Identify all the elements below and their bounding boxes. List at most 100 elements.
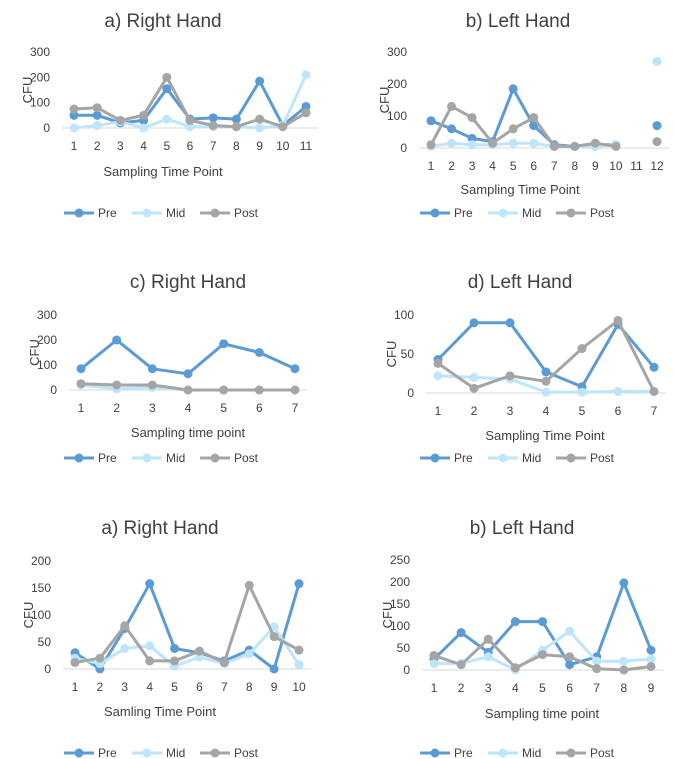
- data-point-mid: [139, 123, 149, 133]
- x-tick-label: 10: [609, 159, 623, 173]
- legend-marker-post: [566, 453, 576, 463]
- x-tick-label: 2: [471, 404, 478, 418]
- series-line-post: [74, 583, 300, 664]
- data-point-post: [570, 141, 580, 151]
- data-point-post: [294, 645, 304, 655]
- data-point-mid: [592, 656, 602, 666]
- data-point-post: [467, 113, 477, 123]
- y-tick-label: 50: [38, 635, 52, 649]
- data-point-post: [577, 344, 587, 354]
- x-tick-label: 4: [146, 680, 153, 694]
- data-point-mid: [447, 138, 457, 148]
- data-point-post: [469, 383, 479, 393]
- data-point-post: [505, 371, 515, 381]
- y-tick-label: 200: [37, 333, 57, 347]
- y-tick-label: 300: [30, 45, 50, 59]
- x-tick-label: 8: [571, 159, 578, 173]
- data-point-pre: [447, 124, 457, 134]
- legend-label-pre: Pre: [98, 746, 117, 759]
- x-tick-label: 9: [592, 159, 599, 173]
- x-tick-label: 9: [256, 139, 263, 153]
- legend-marker-mid: [142, 453, 152, 463]
- y-tick-label: 250: [390, 553, 410, 567]
- data-point-pre: [649, 362, 659, 372]
- legend-label-pre: Pre: [98, 451, 117, 465]
- data-point-mid: [301, 70, 311, 80]
- x-tick-label: 6: [530, 159, 537, 173]
- x-tick-label: 1: [78, 401, 85, 415]
- x-tick-label: 1: [428, 159, 435, 173]
- data-point-mid: [145, 641, 155, 651]
- data-point-post: [549, 141, 559, 151]
- data-point-post: [219, 385, 229, 395]
- data-point-pre: [505, 318, 515, 328]
- data-point-post: [538, 650, 547, 660]
- legend-marker-pre: [430, 453, 440, 463]
- y-tick-label: 0: [50, 383, 57, 397]
- y-axis-label: CFU: [384, 341, 399, 368]
- chart-panel-1: a) Right Hand CFU 0 100 200 300 1 2 3 4 5 6 7 8 9 10 11 S…: [20, 11, 318, 220]
- series-line-pre: [80, 338, 296, 376]
- y-axis-label: CFU: [377, 87, 392, 114]
- x-tick-label: 5: [539, 681, 546, 695]
- x-tick-label: 3: [149, 401, 156, 415]
- x-tick-label: 2: [448, 159, 455, 173]
- x-axis-label: Sampling Time Point: [460, 182, 580, 197]
- data-point-pre: [69, 110, 79, 120]
- data-point-post: [290, 385, 300, 395]
- x-tick-label: 3: [469, 159, 476, 173]
- data-point-pre: [255, 76, 265, 86]
- legend-label-post: Post: [234, 206, 259, 220]
- x-tick-label: 10: [292, 680, 306, 694]
- x-tick-label: 7: [651, 404, 658, 418]
- x-tick-label: 1: [435, 404, 442, 418]
- x-tick-label: 8: [621, 681, 628, 695]
- legend-marker-post: [210, 208, 220, 218]
- data-point-post: [95, 653, 105, 663]
- data-point-post: [145, 656, 155, 666]
- x-tick-label: 8: [233, 139, 240, 153]
- data-point-pre: [294, 579, 304, 589]
- y-tick-label: 100: [394, 308, 414, 322]
- x-tick-label: 2: [94, 139, 101, 153]
- x-tick-label: 12: [650, 159, 664, 173]
- chart-title: b) Left Hand: [470, 518, 575, 539]
- data-point-post: [488, 138, 498, 148]
- x-tick-label: 5: [510, 159, 517, 173]
- legend-marker-mid: [142, 748, 152, 758]
- data-point-pre: [76, 364, 86, 374]
- data-point-pre: [170, 643, 180, 653]
- y-axis-label: CFU: [380, 602, 395, 629]
- x-tick-label: 9: [271, 680, 278, 694]
- y-tick-label: 50: [397, 641, 411, 655]
- data-point-post: [508, 124, 518, 134]
- data-point-pre: [426, 116, 436, 126]
- data-point-pre: [208, 113, 218, 123]
- y-axis-label: CFU: [27, 339, 42, 366]
- data-point-post: [162, 72, 172, 82]
- data-point-mid: [565, 626, 575, 636]
- data-point-mid: [120, 643, 130, 653]
- data-point-post: [652, 137, 662, 147]
- legend-label-post: Post: [234, 746, 259, 759]
- x-tick-label: 11: [630, 159, 643, 173]
- y-tick-label: 100: [31, 608, 51, 622]
- data-point-mid: [162, 114, 172, 124]
- y-tick-label: 200: [387, 77, 407, 91]
- x-tick-label: 7: [221, 680, 228, 694]
- x-tick-label: 9: [648, 681, 655, 695]
- data-point-mid: [541, 387, 551, 397]
- data-point-post: [115, 115, 125, 125]
- x-tick-label: 4: [543, 404, 550, 418]
- x-tick-label: 2: [97, 680, 104, 694]
- data-point-post: [170, 656, 180, 666]
- data-point-post: [541, 376, 551, 386]
- legend-marker-mid: [142, 208, 152, 218]
- x-tick-label: 4: [489, 159, 496, 173]
- chart-title: a) Right Hand: [104, 11, 221, 32]
- data-point-mid: [469, 372, 479, 382]
- x-tick-label: 11: [300, 139, 313, 153]
- x-tick-label: 10: [276, 139, 290, 153]
- x-tick-label: 7: [292, 401, 299, 415]
- data-point-post: [183, 385, 193, 395]
